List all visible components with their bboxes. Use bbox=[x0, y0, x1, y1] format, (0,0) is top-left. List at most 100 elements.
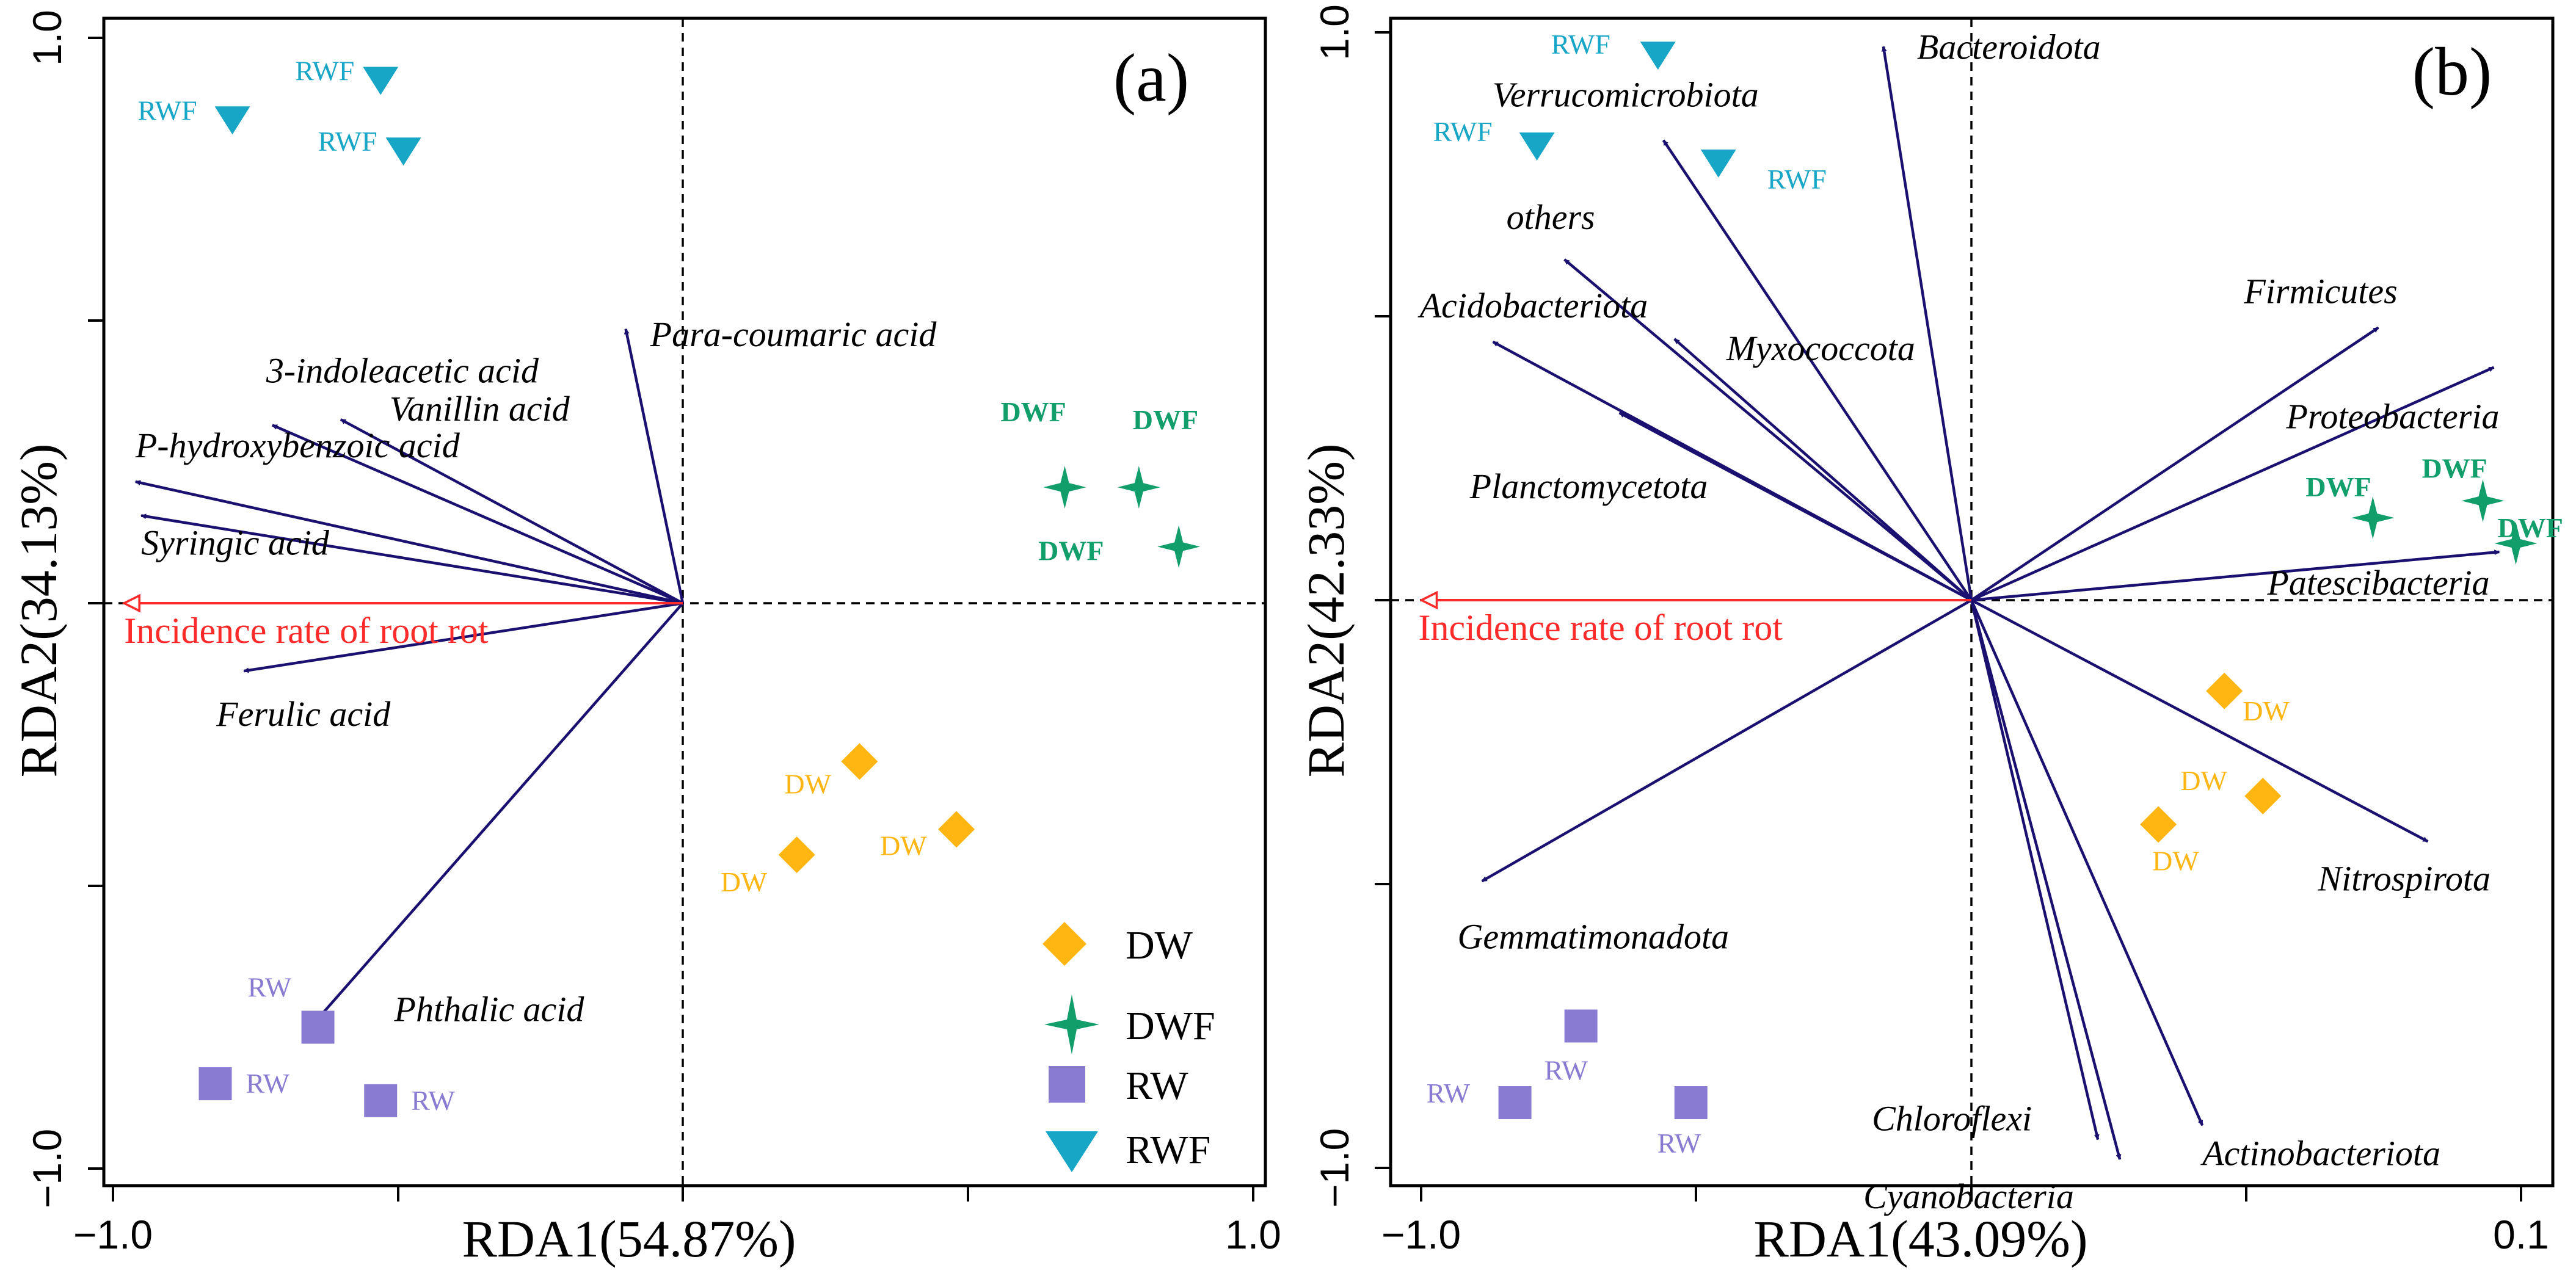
panel-b-vectors: Bacteroidota Verrucomicrobiota others Acido… bbox=[1417, 27, 2500, 1216]
point-label-rw: RW bbox=[1427, 1078, 1471, 1109]
point-dw bbox=[2206, 672, 2243, 709]
vector-label-ferulic-acid: Ferulic acid bbox=[216, 694, 391, 734]
vector-label-cyanobacteria: Cyanobacteria bbox=[1863, 1176, 2074, 1216]
panel-a-points: RWF RWF RWF DWF DWF DWF DW DW DW RW RW RW bbox=[138, 55, 1201, 1117]
point-label-dwf: DWF bbox=[2305, 471, 2371, 502]
point-dw bbox=[2140, 806, 2177, 843]
point-rwf bbox=[1640, 42, 1676, 70]
vector-label-syringic-acid: Syringic acid bbox=[141, 523, 330, 562]
vector-label-others: others bbox=[1507, 197, 1595, 237]
red-vector-label: Incidence rate of root rot bbox=[1419, 607, 1783, 648]
point-rwf bbox=[1519, 132, 1555, 161]
panel-a-ytick-min: −1.0 bbox=[24, 1129, 70, 1208]
vector-label-acidobacteriota: Acidobacteriota bbox=[1417, 286, 1648, 325]
panel-b-points: RWF RWF RWF DWF DWF DWF DW DW DW RW RW RW bbox=[1427, 29, 2563, 1159]
vector-arrow-planctomycetota bbox=[1618, 411, 1973, 601]
panel-a-label: (a) bbox=[1113, 40, 1189, 116]
point-label-dw: DW bbox=[784, 768, 831, 799]
panel-b-ytick-max: 1.0 bbox=[1312, 4, 1357, 60]
panel-a-xlabel: RDA1(54.87%) bbox=[462, 1209, 796, 1268]
point-rw bbox=[364, 1084, 398, 1117]
point-dwf bbox=[1157, 525, 1201, 568]
panel-b-label: (b) bbox=[2412, 34, 2492, 110]
point-dwf bbox=[2494, 522, 2538, 565]
point-rwf bbox=[1700, 149, 1736, 178]
point-rwf bbox=[214, 106, 250, 135]
panel-a-xtick-min: −1.0 bbox=[73, 1212, 153, 1257]
point-rwf bbox=[385, 137, 421, 166]
vector-arrow-nitrospirota bbox=[1970, 599, 2429, 843]
vector-label-p-hydroxybenzoic-acid: P-hydroxybenzoic acid bbox=[135, 426, 460, 465]
vector-label-vanillin-acid: Vanillin acid bbox=[390, 389, 570, 429]
panel-a-ylabel: RDA2(34.13%) bbox=[9, 444, 68, 778]
panel-a-xtick-max: 1.0 bbox=[1225, 1212, 1281, 1257]
point-label-rw: RW bbox=[411, 1085, 455, 1116]
point-dwf bbox=[2351, 496, 2395, 540]
point-label-dw: DW bbox=[2152, 845, 2199, 876]
legend-rw-label: RW bbox=[1126, 1064, 1188, 1108]
panel-a-red-vector: Incidence rate of root rot bbox=[124, 603, 683, 651]
legend: DW DWF RW RWF bbox=[1042, 922, 1215, 1172]
point-label-dwf: DWF bbox=[1000, 396, 1066, 427]
point-label-dwf: DWF bbox=[2497, 512, 2563, 543]
panel-b-xtick-min: −1.0 bbox=[1381, 1212, 1461, 1257]
point-label-rwf: RWF bbox=[1433, 116, 1493, 147]
point-label-dwf: DWF bbox=[1133, 404, 1198, 435]
point-dwf bbox=[2461, 479, 2505, 523]
point-label-rw: RW bbox=[246, 1068, 290, 1099]
point-label-dw: DW bbox=[721, 866, 768, 897]
panel-b-red-vector: Incidence rate of root rot bbox=[1419, 600, 1971, 648]
point-dw bbox=[2244, 777, 2282, 814]
vector-arrow-gemmatimonadota bbox=[1481, 599, 1973, 883]
legend-dw-label: DW bbox=[1126, 923, 1193, 968]
point-label-rwf: RWF bbox=[138, 95, 197, 126]
point-label-rwf: RWF bbox=[1551, 29, 1610, 60]
point-label-dw: DW bbox=[2180, 765, 2227, 796]
point-rw bbox=[1564, 1009, 1598, 1043]
point-label-dw: DW bbox=[880, 830, 927, 861]
point-rw bbox=[301, 1010, 335, 1044]
vector-arrow-phthalic-acid bbox=[316, 602, 684, 1020]
legend-dwf-label: DWF bbox=[1126, 1004, 1215, 1048]
vector-arrow-ferulic-acid bbox=[243, 601, 683, 673]
panel-b-ytick-min: −1.0 bbox=[1312, 1128, 1357, 1208]
panel-b-xtick-max: 0.1 bbox=[2493, 1212, 2549, 1257]
vector-arrow-p-hydroxybenzoic-acid bbox=[134, 480, 683, 605]
vector-arrow-proteobacteria bbox=[1971, 366, 2495, 602]
vector-arrow-3-indoleacetic-acid bbox=[271, 424, 683, 605]
vector-label-firmicutes: Firmicutes bbox=[2243, 272, 2397, 311]
vector-arrow-verrucomicrobiota bbox=[1662, 139, 1973, 601]
vector-label-bacteroidota: Bacteroidota bbox=[1917, 27, 2101, 67]
vector-arrow-patescibacteria bbox=[1971, 549, 2500, 602]
panel-a: −1.0 1.0 1.0 −1.0 RDA1(54.87%) RDA2(34.1… bbox=[9, 10, 1281, 1268]
point-rw bbox=[198, 1067, 232, 1101]
panel-a-ticks bbox=[88, 37, 1254, 1202]
panel-b: −1.0 0.1 1.0 −1.0 RDA1(43.09%) RDA2(42.3… bbox=[1297, 4, 2563, 1268]
point-rw bbox=[1498, 1086, 1532, 1120]
vector-label-chloroflexi: Chloroflexi bbox=[1872, 1099, 2032, 1139]
vector-label-gemmatimonadota: Gemmatimonadota bbox=[1458, 916, 1730, 956]
vector-label-phthalic-acid: Phthalic acid bbox=[394, 990, 585, 1029]
panel-b-xlabel: RDA1(43.09%) bbox=[1754, 1209, 2088, 1268]
vector-label-3-indoleacetic-acid: 3-indoleacetic acid bbox=[266, 350, 539, 390]
point-dwf bbox=[1043, 466, 1086, 509]
panel-a-vectors: Para-coumaric acid 3-indoleacetic acidVan… bbox=[135, 314, 937, 1029]
vector-label-para-coumaric-acid: Para-coumaric acid bbox=[650, 314, 937, 354]
vector-arrow-bacteroidota bbox=[1881, 46, 1973, 601]
point-rwf bbox=[363, 67, 399, 95]
vector-arrow-myxococcota bbox=[1673, 338, 1973, 601]
point-label-rwf: RWF bbox=[295, 55, 354, 86]
panel-b-ticks bbox=[1375, 31, 2522, 1202]
point-dw bbox=[778, 836, 815, 874]
vector-arrow-firmicutes bbox=[1970, 326, 2379, 601]
point-dw bbox=[938, 811, 975, 848]
red-vector-label: Incidence rate of root rot bbox=[124, 611, 489, 651]
vector-arrow-vanillin-acid bbox=[340, 418, 684, 604]
panel-b-ylabel: RDA2(42.33%) bbox=[1297, 444, 1355, 778]
point-rw bbox=[1674, 1086, 1708, 1120]
vector-arrow-cyanobacteria bbox=[1970, 600, 2122, 1160]
vector-label-proteobacteria: Proteobacteria bbox=[2285, 397, 2499, 437]
vector-label-actinobacteriota: Actinobacteriota bbox=[2200, 1133, 2440, 1173]
legend-rwf-marker bbox=[1046, 1131, 1098, 1172]
